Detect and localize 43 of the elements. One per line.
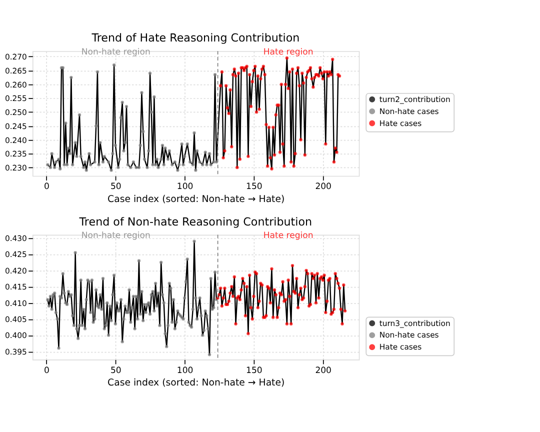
y-tick-label: 0.395 (4, 347, 28, 356)
y-tick-label: 0.405 (4, 315, 28, 324)
x-tick-label: 150 (246, 366, 262, 376)
y-tick-label: 0.235 (4, 150, 28, 159)
line-series (47, 57, 340, 171)
legend-label: Hate cases (379, 118, 422, 128)
x-axis-title: Case index (sorted: Non-hate → Hate) (108, 378, 285, 389)
x-tick-label: 50 (110, 366, 122, 376)
legend-label: Non-hate cases (379, 106, 439, 116)
x-tick-label: 100 (176, 182, 194, 192)
y-tick-label: 0.400 (4, 331, 28, 340)
legend-label: Hate cases (379, 342, 422, 352)
x-tick-label: 50 (110, 182, 122, 192)
chart-title: Trend of Hate Reasoning Contribution (90, 32, 300, 45)
y-tick-label: 0.410 (4, 298, 28, 308)
x-tick-label: 0 (44, 366, 50, 376)
y-tick-label: 0.250 (4, 108, 28, 118)
annotation: Hate region (263, 231, 314, 242)
line-series (47, 240, 346, 356)
legend-label: turn2_contribution (379, 94, 450, 104)
x-tick-label: 200 (315, 182, 332, 192)
x-tick-label: 0 (44, 182, 50, 192)
annotation: Non-hate region (81, 47, 150, 58)
x-tick-label: 100 (176, 366, 194, 376)
x-tick-label: 200 (315, 366, 332, 376)
y-tick-label: 0.415 (4, 282, 28, 292)
x-tick-label: 150 (246, 182, 262, 192)
legend-label: turn3_contribution (379, 318, 450, 328)
y-tick-label: 0.265 (4, 66, 28, 76)
y-tick-label: 0.255 (4, 94, 28, 104)
chart-title: Trend of Non-hate Reasoning Contribution (78, 215, 312, 228)
y-tick-label: 0.240 (4, 136, 28, 145)
y-tick-label: 0.430 (4, 234, 28, 244)
y-tick-label: 0.420 (4, 266, 28, 276)
legend-label: Non-hate cases (379, 330, 439, 340)
annotation: Hate region (263, 47, 314, 58)
y-tick-label: 0.270 (4, 52, 28, 62)
annotation: Non-hate region (81, 231, 150, 242)
y-tick-label: 0.260 (4, 80, 28, 90)
x-axis-title: Case index (sorted: Non-hate → Hate) (108, 194, 285, 205)
y-tick-label: 0.245 (4, 122, 28, 131)
y-tick-label: 0.230 (4, 163, 28, 172)
y-tick-label: 0.425 (4, 250, 28, 260)
